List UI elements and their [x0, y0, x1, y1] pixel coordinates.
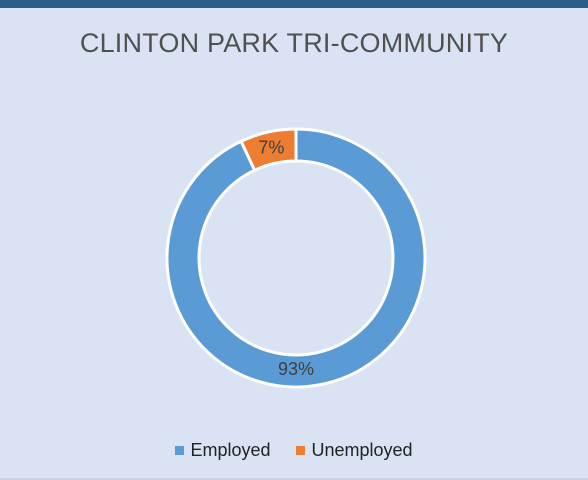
legend-label-unemployed: Unemployed: [311, 440, 413, 460]
legend-item-unemployed: Unemployed: [296, 440, 413, 461]
legend-swatch-employed: [175, 446, 185, 455]
legend-swatch-unemployed: [296, 446, 306, 455]
chart-legend: Employed Unemployed: [0, 440, 588, 461]
donut-slice-unemployed: [239, 127, 298, 172]
donut-slice-employed: [165, 127, 427, 389]
chart-title: CLINTON PARK TRI-COMMUNITY: [79, 28, 509, 58]
data-label-employed: 93%: [278, 359, 314, 379]
legend-label-employed: Employed: [190, 440, 271, 460]
legend-item-employed: Employed: [175, 440, 270, 461]
data-label-unemployed: 7%: [258, 138, 284, 158]
header-bar: [0, 0, 588, 8]
bottom-divider: [0, 478, 588, 480]
